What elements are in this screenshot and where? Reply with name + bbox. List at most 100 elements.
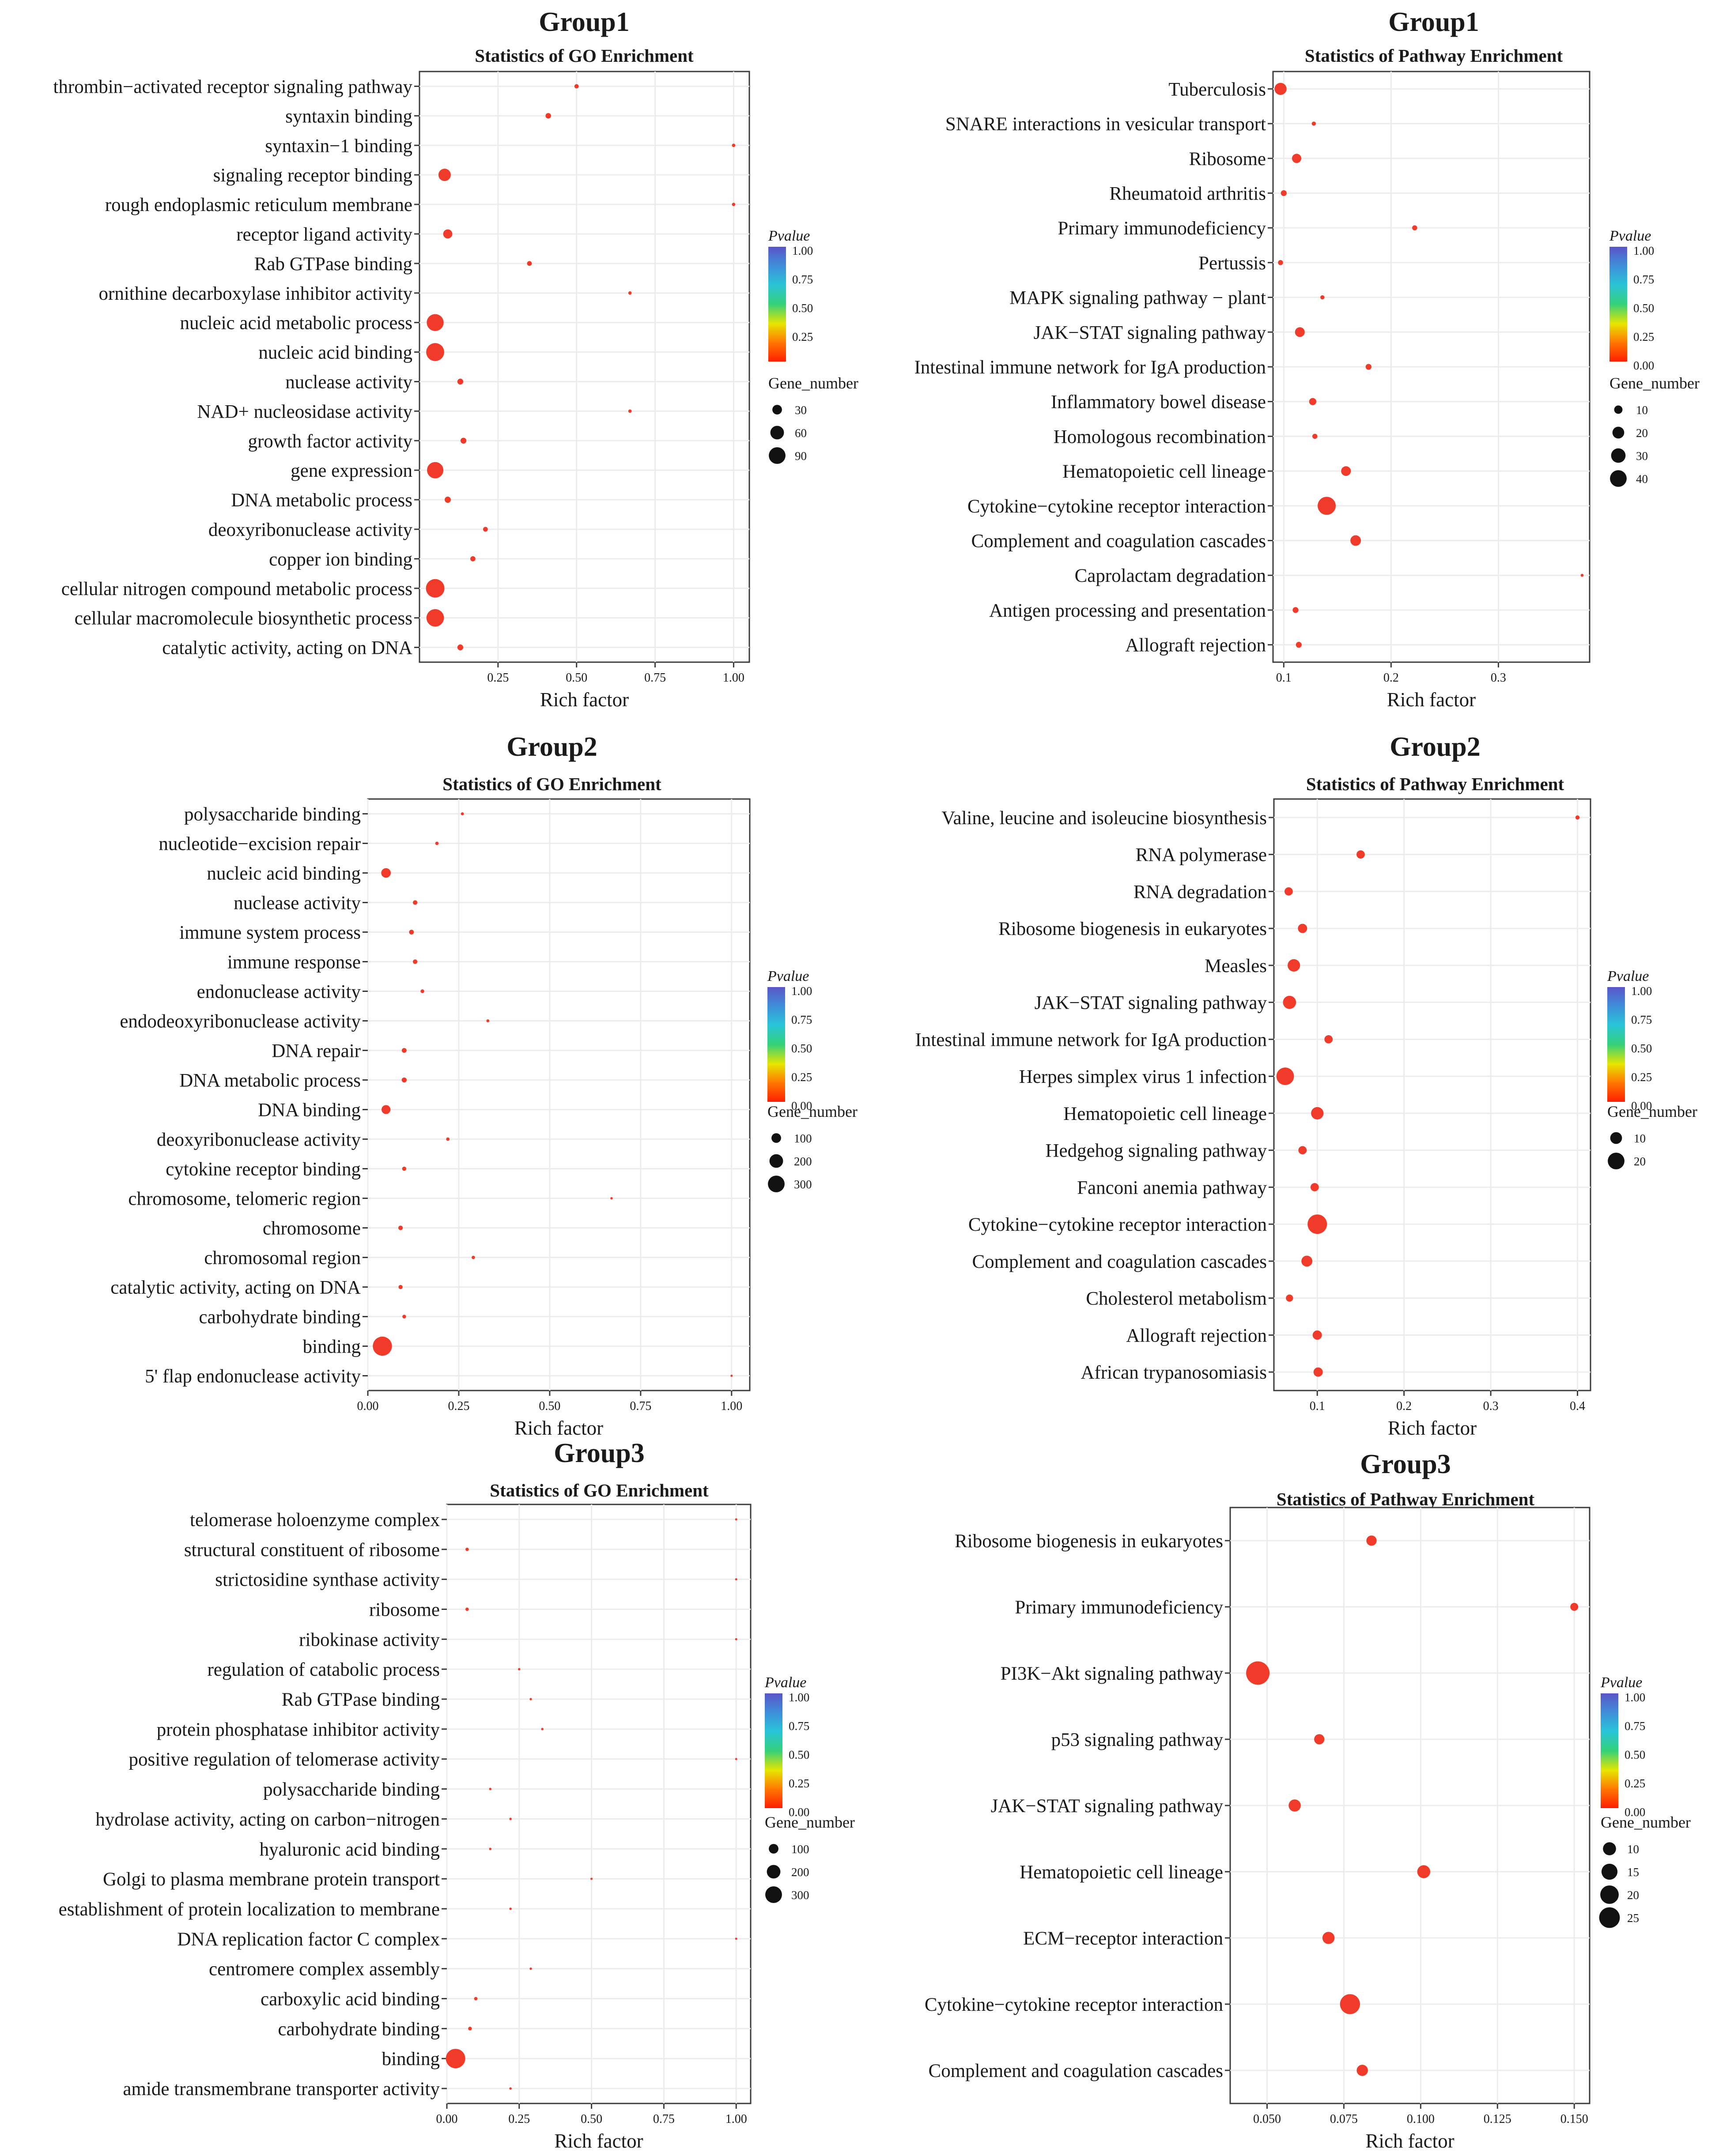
size-legend-dot bbox=[1601, 1863, 1618, 1880]
y-tick-label: nucleic acid binding bbox=[207, 863, 361, 884]
size-legend-label: 100 bbox=[791, 1843, 809, 1856]
x-tick-label: 0.50 bbox=[539, 1399, 560, 1413]
y-tick-label: DNA metabolic process bbox=[231, 490, 412, 511]
pvalue-legend-label: 0.50 bbox=[1625, 1748, 1645, 1761]
data-point bbox=[1292, 154, 1301, 163]
y-tick-label: Cytokine−cytokine receptor interaction bbox=[925, 1994, 1223, 2015]
data-point bbox=[1318, 497, 1336, 515]
pvalue-legend-label: 0.50 bbox=[1631, 1042, 1652, 1055]
data-point bbox=[457, 378, 464, 385]
x-tick-label: 0.050 bbox=[1253, 2112, 1281, 2126]
data-point bbox=[1575, 815, 1580, 820]
data-point bbox=[735, 1758, 737, 1760]
data-point bbox=[1298, 1146, 1307, 1155]
data-point bbox=[1417, 1865, 1431, 1878]
data-point bbox=[1298, 923, 1307, 933]
data-point bbox=[732, 143, 736, 147]
data-point bbox=[412, 959, 418, 964]
x-tick-label: 0.00 bbox=[436, 2112, 458, 2126]
y-tick-label: Intestinal immune network for IgA produc… bbox=[914, 357, 1266, 378]
data-point bbox=[1570, 1602, 1579, 1611]
legend-title-pvalue: Pvalue bbox=[1607, 968, 1649, 984]
data-point bbox=[435, 841, 439, 845]
chart-panel-1: Group1 Statistics of GO Enrichment thrombi… bbox=[53, 7, 858, 711]
pvalue-legend-label: 0.75 bbox=[1625, 1719, 1645, 1733]
x-axis-label: Rich factor bbox=[1365, 2130, 1454, 2152]
y-tick-label: syntaxin−1 binding bbox=[265, 136, 412, 156]
data-point bbox=[1274, 83, 1287, 95]
data-point bbox=[1301, 1255, 1313, 1267]
x-tick-label: 0.3 bbox=[1483, 1399, 1499, 1413]
data-point bbox=[489, 1787, 491, 1790]
size-legend-dot bbox=[1610, 470, 1627, 487]
y-tick-label: Primary immunodeficiency bbox=[1015, 1597, 1223, 1618]
size-legend-label: 40 bbox=[1636, 472, 1648, 486]
group-title: Group3 bbox=[554, 1438, 645, 1468]
chart-title: Statistics of GO Enrichment bbox=[475, 45, 694, 66]
size-legend-dot bbox=[1610, 1132, 1622, 1144]
size-legend-label: 60 bbox=[795, 426, 807, 440]
data-point bbox=[574, 84, 579, 89]
x-tick-label: 0.50 bbox=[581, 2112, 602, 2126]
y-tick-label: copper ion binding bbox=[269, 549, 412, 570]
size-legend-dot bbox=[1612, 426, 1625, 439]
data-point bbox=[465, 1547, 469, 1551]
data-point bbox=[1309, 398, 1317, 405]
size-legend-dot bbox=[768, 1176, 785, 1192]
data-point bbox=[628, 291, 632, 295]
y-tick-label: binding bbox=[382, 2049, 440, 2069]
size-legend-dot bbox=[767, 1865, 781, 1879]
data-point bbox=[381, 868, 391, 878]
y-tick-label: immune system process bbox=[179, 923, 361, 943]
data-point bbox=[1288, 1799, 1301, 1812]
y-tick-label: DNA binding bbox=[258, 1100, 361, 1121]
x-axis-label: Rich factor bbox=[540, 689, 629, 711]
data-point bbox=[529, 1698, 532, 1700]
x-tick-label: 1.00 bbox=[725, 2112, 747, 2126]
y-tick-label: JAK−STAT signaling pathway bbox=[991, 1796, 1224, 1817]
y-tick-label: establishment of protein localization to… bbox=[59, 1899, 440, 1920]
data-point bbox=[1350, 535, 1361, 546]
data-point bbox=[427, 314, 444, 331]
y-tick-label: centromere complex assembly bbox=[209, 1959, 440, 1980]
y-tick-label: deoxyribonuclease activity bbox=[208, 520, 413, 540]
size-legend-dot bbox=[769, 447, 786, 464]
pvalue-legend-label: 0.00 bbox=[791, 1099, 812, 1112]
pvalue-legend-label: 0.75 bbox=[1631, 1013, 1652, 1026]
size-legend-label: 20 bbox=[1634, 1155, 1646, 1168]
data-point bbox=[735, 1518, 737, 1521]
plot-frame bbox=[419, 71, 750, 663]
legend-title-pvalue: Pvalue bbox=[1609, 228, 1651, 244]
chart-title: Statistics of Pathway Enrichment bbox=[1305, 45, 1563, 66]
y-tick-label: protein phosphatase inhibitor activity bbox=[157, 1719, 440, 1740]
legend-title-pvalue: Pvalue bbox=[767, 968, 809, 984]
y-tick-label: positive regulation of telomerase activi… bbox=[128, 1749, 440, 1770]
size-legend-dot bbox=[1614, 405, 1623, 414]
size-legend-dot bbox=[1611, 448, 1626, 463]
data-point bbox=[1324, 1035, 1333, 1044]
y-tick-label: ornithine decarboxylase inhibitor activi… bbox=[99, 283, 413, 304]
chart-title: Statistics of GO Enrichment bbox=[490, 1480, 709, 1500]
pvalue-legend-label: 0.50 bbox=[789, 1748, 809, 1761]
y-tick-label: DNA repair bbox=[272, 1041, 361, 1062]
size-legend-dot bbox=[1600, 1885, 1619, 1904]
size-legend-label: 25 bbox=[1627, 1911, 1639, 1925]
data-point bbox=[382, 1105, 391, 1114]
y-tick-label: carbohydrate binding bbox=[199, 1307, 361, 1328]
pvalue-colorbar bbox=[1607, 987, 1625, 1102]
data-point bbox=[470, 556, 476, 562]
y-tick-label: carboxylic acid binding bbox=[261, 1989, 440, 2010]
y-tick-label: immune response bbox=[227, 952, 361, 973]
chart-title: Statistics of Pathway Enrichment bbox=[1277, 1489, 1535, 1509]
data-point bbox=[401, 1048, 407, 1053]
y-tick-label: Fanconi anemia pathway bbox=[1077, 1177, 1267, 1198]
size-legend-dot bbox=[1599, 1907, 1620, 1928]
x-tick-label: 0.50 bbox=[566, 671, 587, 685]
legend-title-gene-number: Gene_number bbox=[1609, 374, 1700, 392]
data-point bbox=[1313, 1367, 1323, 1377]
data-point bbox=[460, 437, 467, 444]
y-tick-label: hyaluronic acid binding bbox=[260, 1839, 440, 1860]
pvalue-colorbar bbox=[765, 1693, 782, 1808]
y-tick-label: DNA replication factor C complex bbox=[177, 1929, 440, 1950]
